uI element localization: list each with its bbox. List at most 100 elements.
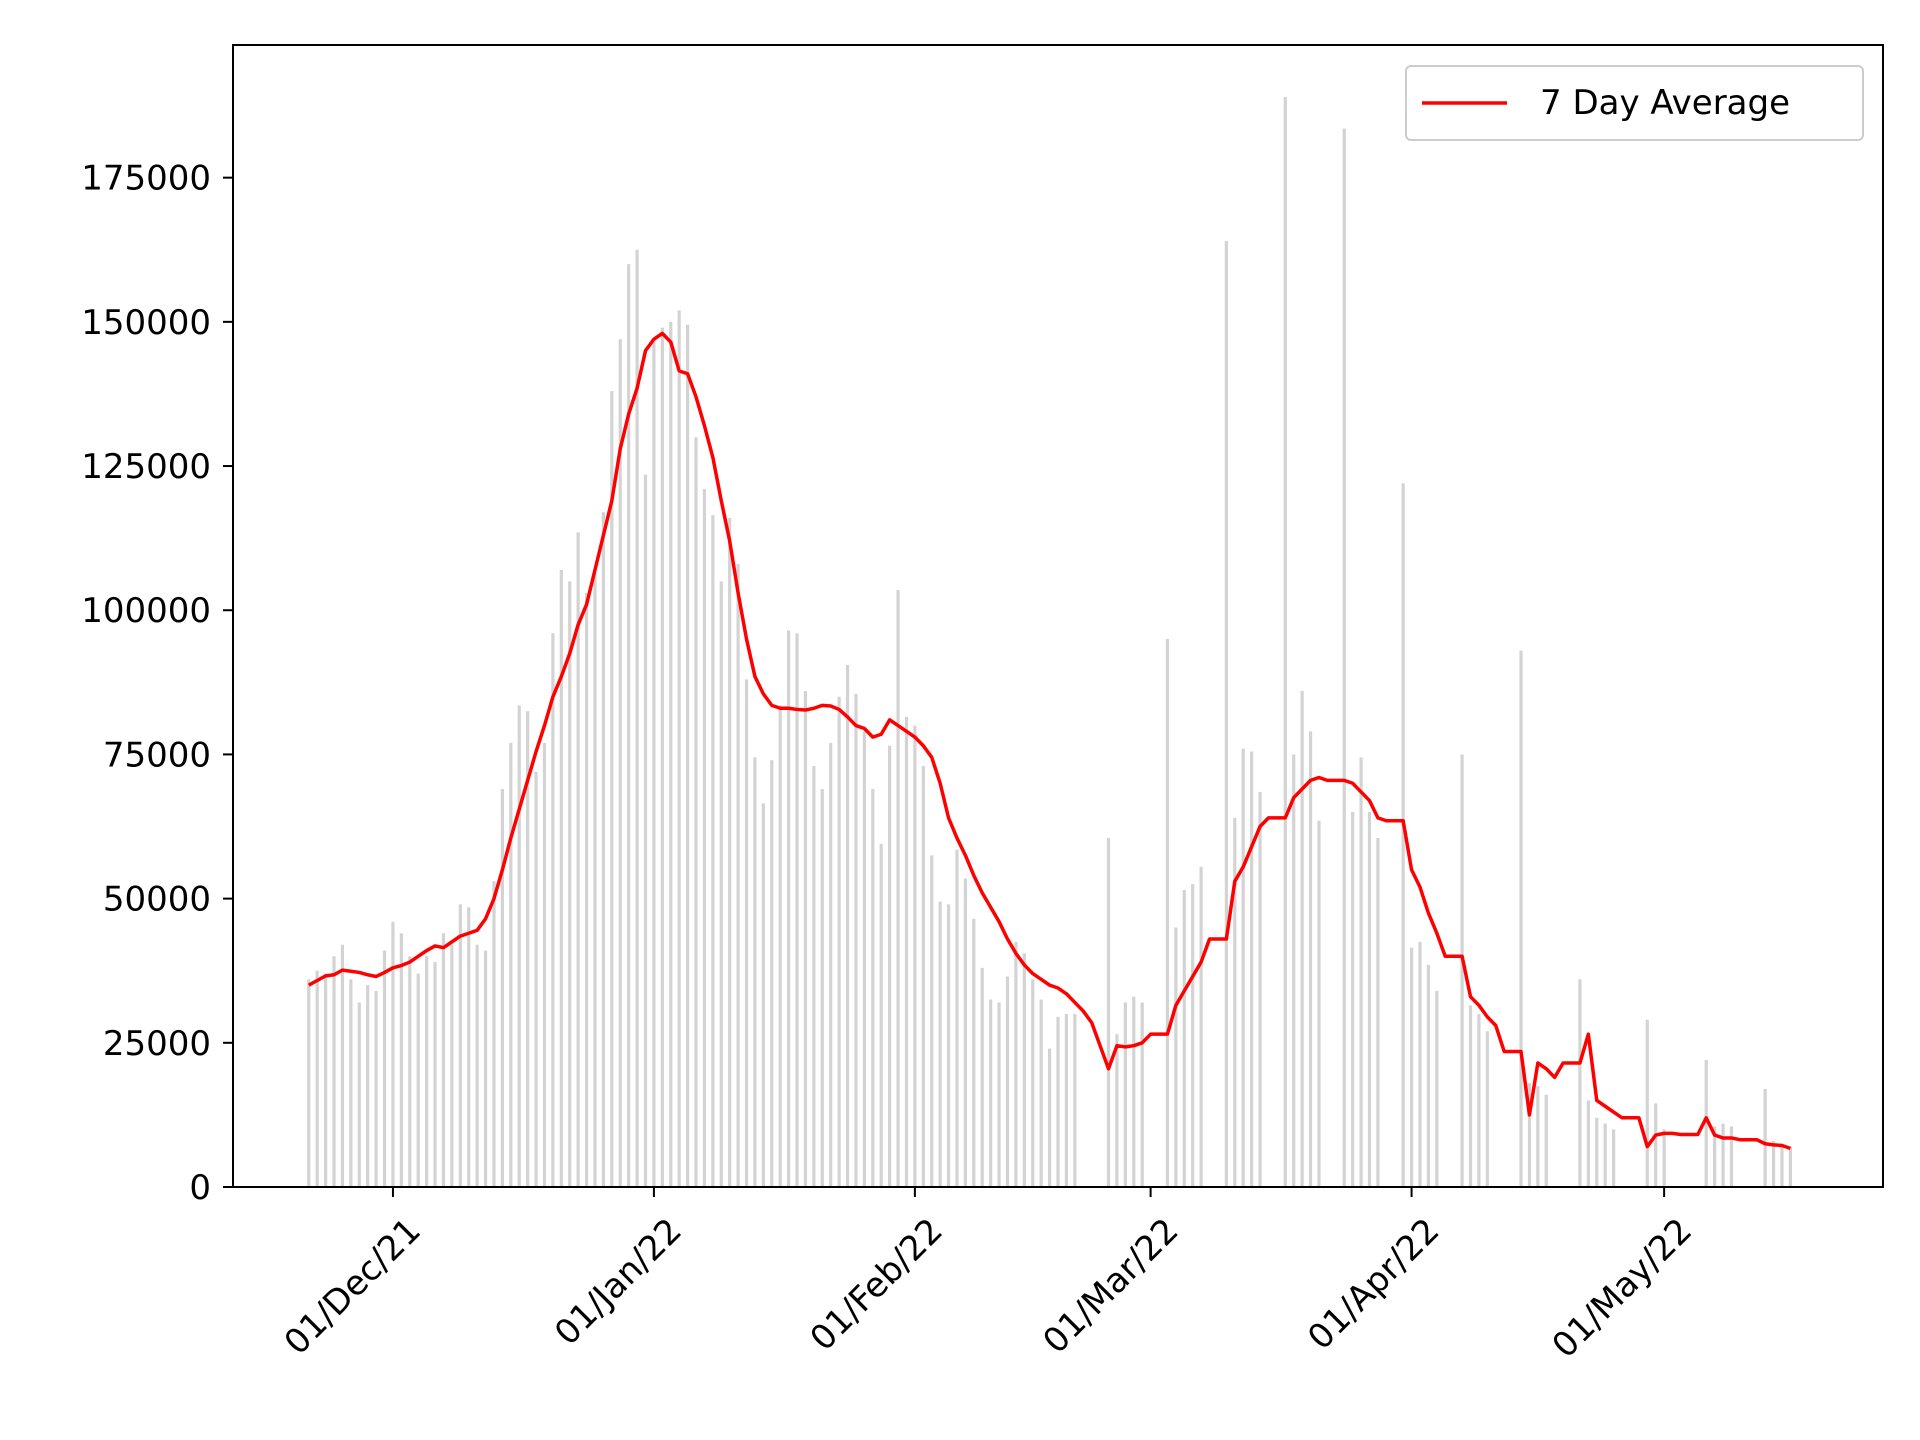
bar-day-79: [972, 918, 976, 1187]
bar-day-73: [921, 765, 925, 1187]
bar-day-43: [669, 321, 673, 1188]
bar-day-27: [534, 771, 538, 1187]
bar-day-13: [416, 973, 420, 1187]
bar-day-48: [711, 515, 715, 1187]
bar-day-42: [660, 327, 664, 1187]
bar-day-7: [366, 985, 370, 1187]
bar-day-50: [728, 517, 732, 1187]
bar-day-168: [1721, 1123, 1725, 1187]
bar-day-159: [1645, 1019, 1649, 1187]
bar-day-144: [1519, 650, 1523, 1187]
bars-layer: [307, 96, 1792, 1188]
bar-day-98: [1132, 996, 1136, 1187]
bar-day-71: [904, 716, 909, 1187]
bar-day-140: [1485, 1031, 1489, 1187]
bar-day-1: [315, 970, 319, 1187]
bar-day-57: [787, 630, 791, 1187]
plot-frame: [232, 44, 1884, 1188]
bar-day-72: [913, 725, 917, 1187]
bar-day-5: [349, 979, 353, 1187]
y-tick-label: 150000: [81, 303, 211, 343]
bar-day-28: [542, 742, 547, 1187]
bar-day-146: [1536, 1086, 1540, 1187]
bar-day-132: [1418, 941, 1422, 1187]
bar-day-52: [744, 679, 749, 1187]
bar-day-169: [1729, 1126, 1734, 1187]
bar-day-127: [1376, 838, 1380, 1187]
bar-day-30: [559, 569, 563, 1187]
bar-day-104: [1182, 889, 1186, 1187]
bar-day-24: [509, 742, 513, 1187]
bar-day-11: [399, 933, 403, 1187]
bar-day-116: [1283, 96, 1287, 1187]
bar-day-86: [1031, 979, 1035, 1187]
bar-day-45: [685, 324, 690, 1188]
bar-day-62: [829, 742, 833, 1187]
y-tick-label: 75000: [103, 735, 211, 775]
bar-day-6: [357, 1002, 361, 1187]
bar-day-112: [1250, 751, 1254, 1187]
bar-day-84: [1014, 941, 1018, 1187]
bar-day-68: [879, 843, 883, 1187]
bar-day-35: [601, 512, 606, 1187]
bar-day-61: [820, 789, 824, 1187]
bar-day-126: [1367, 812, 1372, 1187]
bar-day-161: [1662, 1129, 1666, 1187]
bar-day-155: [1612, 1129, 1616, 1187]
bar-day-25: [517, 705, 521, 1187]
bar-day-133: [1426, 964, 1431, 1187]
bar-day-137: [1460, 754, 1464, 1187]
bar-day-78: [963, 878, 967, 1187]
bar-day-77: [955, 849, 959, 1187]
bar-day-120: [1317, 820, 1321, 1187]
bar-day-117: [1292, 754, 1296, 1187]
bar-day-34: [593, 572, 597, 1187]
bar-day-32: [576, 532, 580, 1187]
bar-day-134: [1435, 990, 1439, 1187]
bar-day-55: [770, 760, 774, 1187]
average-line-layer: [307, 331, 1791, 1151]
y-axis: 0 25000 50000 75000 100000 125000 150000 175000: [81, 159, 233, 1208]
bar-day-97: [1123, 1002, 1127, 1187]
y-tick-label: 0: [189, 1168, 211, 1208]
bar-day-16: [441, 933, 446, 1187]
legend-box: [1405, 65, 1864, 141]
bar-day-88: [1047, 1048, 1052, 1187]
bar-day-29: [551, 633, 555, 1187]
bar-day-96: [1115, 1034, 1119, 1187]
bar-day-166: [1704, 1060, 1708, 1187]
bar-day-105: [1191, 884, 1195, 1187]
bar-day-69: [888, 745, 892, 1187]
bar-day-56: [778, 705, 782, 1187]
bar-day-10: [391, 921, 395, 1187]
bar-day-138: [1468, 1005, 1473, 1187]
bar-day-174: [1771, 1140, 1776, 1187]
bar-day-22: [492, 881, 496, 1187]
bar-day-85: [1022, 953, 1026, 1187]
bar-day-17: [450, 944, 454, 1187]
bar-day-47: [702, 489, 707, 1187]
bar-day-106: [1199, 866, 1203, 1187]
bar-day-33: [584, 592, 589, 1187]
bar-day-130: [1401, 483, 1405, 1188]
bar-day-175: [1780, 1143, 1784, 1187]
bar-day-53: [753, 757, 757, 1187]
bar-day-67: [871, 789, 875, 1187]
bar-day-14: [425, 956, 429, 1187]
bar-day-91: [1073, 1013, 1077, 1187]
bar-day-49: [719, 581, 723, 1187]
bar-day-80: [980, 967, 984, 1187]
bar-day-8: [374, 990, 378, 1187]
bar-day-0: [307, 979, 311, 1187]
bar-day-3: [332, 956, 336, 1187]
bar-day-173: [1763, 1088, 1767, 1187]
bar-day-123: [1342, 128, 1346, 1187]
bar-day-124: [1351, 812, 1355, 1187]
bar-day-51: [736, 564, 740, 1187]
bar-day-37: [618, 339, 622, 1187]
bar-day-54: [761, 803, 765, 1187]
bar-day-119: [1308, 731, 1313, 1187]
y-tick-label: 125000: [81, 447, 211, 487]
